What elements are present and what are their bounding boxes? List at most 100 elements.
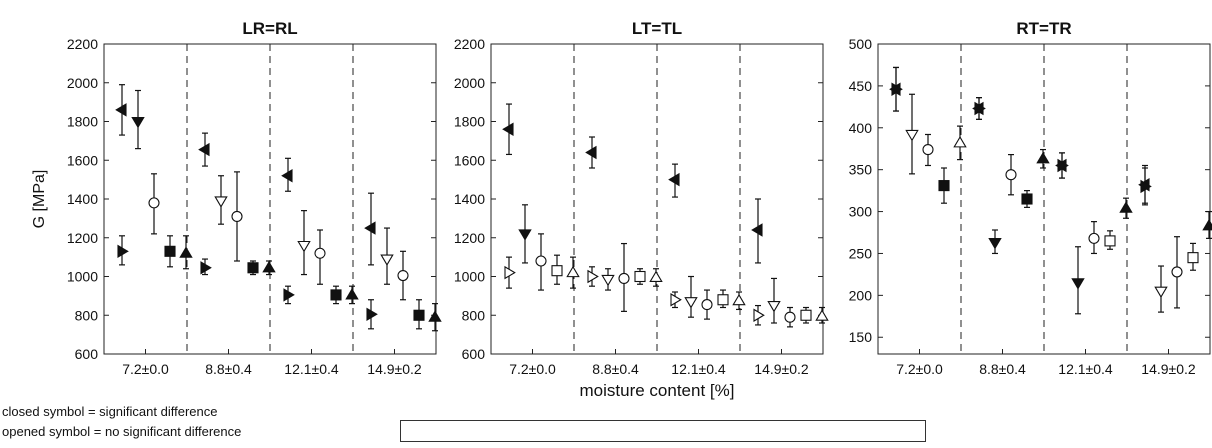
data-point-circle: [535, 233, 547, 291]
data-point-triangle-right: [366, 299, 378, 330]
data-point-triangle-right: [1140, 167, 1152, 206]
data-point-square: [413, 299, 425, 330]
data-point-square: [634, 268, 646, 285]
note-closed-symbol: closed symbol = significant difference: [2, 404, 218, 419]
marker-circle: [535, 255, 547, 267]
y-tick-label: 1400: [67, 191, 98, 207]
marker-triangle-down: [131, 116, 145, 129]
marker-square: [330, 289, 342, 301]
x-tick-label: 12.1±0.4: [671, 361, 726, 377]
panel-title: LT=TL: [632, 19, 682, 38]
marker-triangle-down: [297, 240, 311, 253]
data-point-circle: [784, 306, 796, 328]
y-tick-label: 1200: [67, 230, 98, 246]
marker-triangle-up: [428, 310, 442, 322]
marker-triangle-down: [767, 301, 781, 313]
marker-square: [1104, 235, 1116, 247]
data-point-triangle-left: [502, 103, 514, 156]
marker-triangle-down: [988, 238, 1002, 250]
data-point-circle: [231, 171, 243, 262]
data-point-square: [164, 235, 176, 268]
y-tick-label: 2200: [454, 36, 485, 52]
y-tick-label: 150: [849, 329, 873, 345]
x-tick-label: 8.8±0.4: [979, 361, 1026, 377]
marker-circle: [1088, 232, 1100, 244]
marker-triangle-down: [214, 196, 228, 208]
plot-area-3: [877, 43, 1211, 355]
data-point-triangle-down: [601, 268, 615, 291]
data-point-triangle-down: [905, 93, 919, 175]
data-point-triangle-up: [179, 235, 193, 270]
marker-triangle-down: [1071, 278, 1085, 290]
data-point-triangle-left: [364, 192, 376, 266]
data-point-triangle-up: [1036, 148, 1050, 169]
data-point-square: [800, 306, 812, 324]
marker-triangle-down: [380, 254, 394, 266]
data-point-triangle-right: [891, 66, 903, 112]
data-point-circle: [701, 289, 713, 320]
y-tick-label: 400: [849, 120, 873, 136]
marker-triangle-right: [670, 293, 682, 307]
y-tick-label: 1800: [454, 114, 485, 130]
y-tick-label: 600: [75, 346, 99, 362]
marker-triangle-right: [974, 101, 986, 116]
data-point-triangle-left: [115, 84, 127, 136]
marker-circle: [618, 272, 630, 284]
data-point-triangle-right: [504, 256, 516, 289]
marker-triangle-up: [1119, 201, 1133, 213]
marker-triangle-left: [115, 103, 127, 117]
marker-square: [634, 270, 646, 283]
marker-square: [247, 262, 259, 274]
marker-square: [551, 265, 563, 277]
marker-square: [800, 309, 812, 321]
marker-triangle-right: [504, 265, 516, 280]
data-point-triangle-right: [753, 304, 765, 326]
x-tick-label: 7.2±0.0: [509, 361, 556, 377]
data-point-triangle-left: [198, 132, 210, 167]
marker-triangle-up: [953, 136, 967, 148]
y-tick-label: 2000: [67, 75, 98, 91]
y-tick-label: 350: [849, 162, 873, 178]
data-point-triangle-down: [380, 227, 394, 285]
data-point-triangle-right: [587, 266, 599, 287]
data-point-circle: [618, 242, 630, 312]
data-point-triangle-up: [649, 268, 663, 287]
data-point-triangle-down: [1071, 246, 1085, 315]
y-tick-label: 500: [849, 36, 873, 52]
y-tick-label: 1600: [67, 152, 98, 168]
data-point-square: [1104, 230, 1116, 250]
y-tick-label: 200: [849, 287, 873, 303]
data-point-triangle-down: [767, 277, 781, 324]
marker-triangle-left: [364, 221, 376, 235]
marker-triangle-up: [179, 246, 193, 258]
data-point-triangle-up: [262, 260, 276, 276]
data-point-square: [247, 260, 259, 276]
x-tick-label: 14.9±0.2: [367, 361, 422, 377]
y-tick-label: 2000: [454, 75, 485, 91]
marker-triangle-up: [815, 309, 829, 321]
marker-triangle-right: [117, 244, 129, 259]
data-point-triangle-right: [283, 285, 295, 305]
marker-circle: [701, 299, 713, 311]
data-point-square: [717, 289, 729, 309]
note-opened-symbol: opened symbol = no significant differenc…: [2, 424, 242, 439]
x-tick-label: 7.2±0.0: [122, 361, 169, 377]
data-point-triangle-left: [751, 198, 763, 264]
marker-circle: [231, 210, 243, 222]
x-tick-label: 8.8±0.4: [592, 361, 639, 377]
marker-circle: [397, 269, 409, 282]
legend-box: [400, 420, 926, 442]
y-tick-label: 800: [462, 307, 486, 323]
y-tick-label: 250: [849, 245, 873, 261]
data-point-triangle-right: [974, 97, 986, 121]
data-point-triangle-up: [1202, 210, 1212, 239]
y-tick-label: 1200: [454, 230, 485, 246]
data-point-square: [330, 285, 342, 305]
data-point-triangle-down: [131, 89, 145, 150]
marker-triangle-right: [1057, 158, 1069, 173]
marker-triangle-right: [366, 307, 378, 321]
marker-triangle-down: [518, 229, 532, 241]
x-tick-label: 14.9±0.2: [754, 361, 809, 377]
marker-triangle-left: [585, 145, 597, 160]
